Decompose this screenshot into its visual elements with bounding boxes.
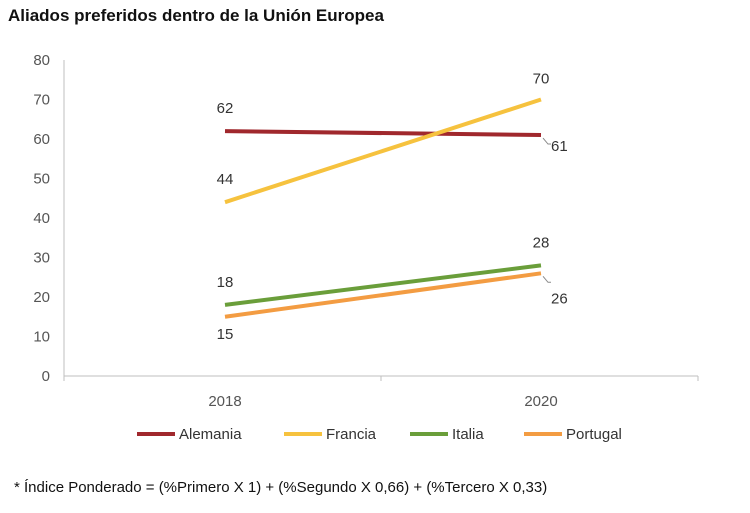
data-label: 15 [217,326,234,343]
data-label: 62 [217,100,234,117]
legend-label-francia: Francia [326,426,377,443]
legend-label-alemania: Alemania [179,426,242,443]
y-tick-label: 30 [33,250,50,267]
y-tick-label: 70 [33,92,50,109]
series-line-italia [224,263,542,307]
y-tick-label: 20 [33,289,50,306]
legend-label-italia: Italia [452,426,484,443]
series-line-alemania [224,129,542,138]
axes [63,60,699,381]
y-tick-label: 10 [33,329,50,346]
series-line-portugal [224,271,542,319]
data-label: 28 [533,234,550,251]
legend: Alemania Francia Italia Portugal [137,426,622,443]
y-tick-label: 0 [42,368,50,385]
x-tick-label: 2018 [208,393,241,410]
data-label: 70 [533,71,550,88]
legend-label-portugal: Portugal [566,426,622,443]
series-line-francia [224,97,542,205]
x-axis-ticks: 2018 2020 [208,393,557,410]
label-leader-line [542,137,551,145]
y-tick-label: 80 [33,52,50,69]
data-label: 44 [217,171,234,188]
series-lines [224,97,542,319]
y-axis-ticks: 0 10 20 30 40 50 60 70 80 [33,52,50,385]
data-label: 61 [551,138,568,155]
y-tick-label: 40 [33,210,50,227]
x-tick-label: 2020 [524,393,557,410]
data-label: 26 [551,290,568,307]
label-leader-line [542,275,551,283]
data-labels: 62 61 44 70 18 28 15 26 [217,71,568,343]
y-tick-label: 60 [33,131,50,148]
chart-title: Aliados preferidos dentro de la Unión Eu… [8,6,384,25]
footnote: * Índice Ponderado = (%Primero X 1) + (%… [14,479,548,496]
y-tick-label: 50 [33,171,50,188]
data-label: 18 [217,274,234,291]
